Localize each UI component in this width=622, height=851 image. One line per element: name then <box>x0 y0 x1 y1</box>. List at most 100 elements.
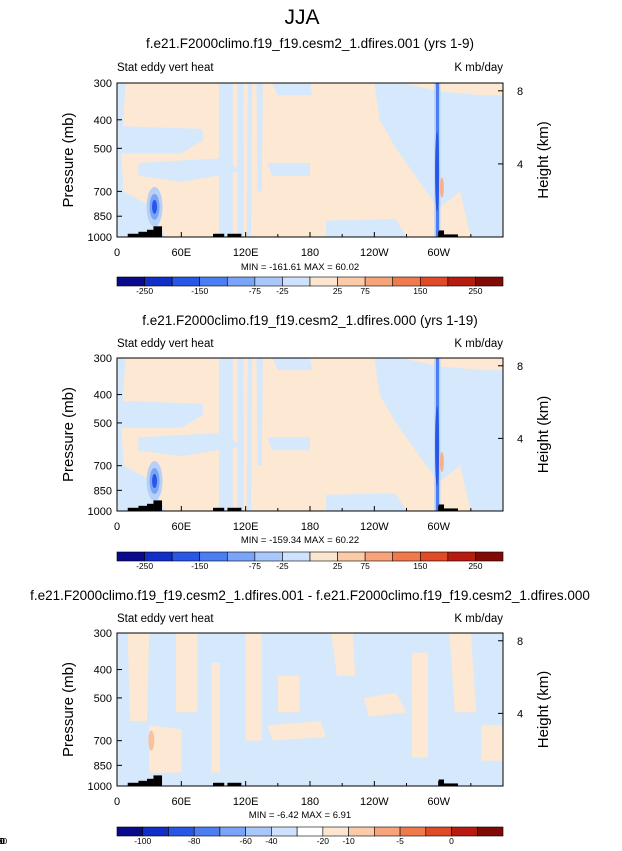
negative-column-core <box>435 406 440 487</box>
negative-region <box>246 358 253 511</box>
colorbar-label: -250 <box>136 286 153 296</box>
colorbar-swatch <box>476 826 504 837</box>
colorbar-swatch <box>419 276 449 287</box>
colorbar-swatch <box>193 826 221 837</box>
colorbar-label: 75 <box>360 561 370 571</box>
colorbar-label: -100 <box>134 836 151 846</box>
colorbar-label: 60 <box>0 836 5 846</box>
orography-block <box>213 233 225 237</box>
colorbar-label: -250 <box>136 561 153 571</box>
colorbar-swatch <box>142 826 169 837</box>
colorbar-swatch <box>337 551 366 562</box>
colorbar-swatch <box>254 276 283 287</box>
negative-region <box>326 219 407 237</box>
orography-block <box>153 775 163 786</box>
negative-region <box>256 358 263 466</box>
orography-block <box>127 507 139 511</box>
orography-block <box>147 229 154 237</box>
chart-panel-3: f.e21.F2000climo.f19_f19.cesm2_1.dfires.… <box>0 588 590 846</box>
orography-block <box>438 230 445 237</box>
colorbar-swatch <box>419 551 449 562</box>
positive-region <box>211 663 220 773</box>
colorbar-swatch <box>282 276 311 287</box>
positive-region <box>363 692 407 717</box>
colorbar-swatch <box>392 551 421 562</box>
negative-region <box>272 358 313 371</box>
orography-block <box>138 505 148 511</box>
colorbar-label: 150 <box>413 286 427 296</box>
colorbar-swatch <box>144 551 173 562</box>
negative-region <box>272 83 313 96</box>
colorbar-label: 20 <box>0 836 5 846</box>
colorbar-label: -25 <box>276 561 289 571</box>
x-tick-label: 120W <box>360 247 389 259</box>
y-tick-label: 300 <box>94 628 112 640</box>
colorbar-label: 250 <box>468 561 482 571</box>
y-tick-label: 1000 <box>88 232 112 244</box>
colorbar-swatch <box>364 551 394 562</box>
x-tick-label: 120W <box>360 796 389 808</box>
x-tick-label: 60E <box>172 796 192 808</box>
y-tick-label: 500 <box>94 418 112 430</box>
y-tick-label: 700 <box>94 736 112 748</box>
y-axis-title: Pressure (mb) <box>60 662 77 757</box>
negative-core-inner <box>152 199 158 214</box>
positive-region <box>175 633 198 713</box>
x-tick-label: 60W <box>427 521 450 533</box>
negative-region <box>246 83 253 237</box>
y-right-tick-label: 8 <box>517 361 523 373</box>
y-tick-label: 500 <box>94 693 112 705</box>
positive-patch <box>439 177 444 198</box>
colorbar-swatch <box>282 551 311 562</box>
chart-left-label: Stat eddy vert heat <box>117 338 214 350</box>
negative-region <box>117 358 166 511</box>
colorbar-swatch <box>254 551 283 562</box>
x-tick-label: 180 <box>301 521 319 533</box>
chart-title: f.e21.F2000climo.f19_f19.cesm2_1.dfires.… <box>142 313 477 328</box>
colorbar-swatch <box>171 276 201 287</box>
positive-region <box>149 725 182 773</box>
positive-region <box>331 633 356 676</box>
positive-core <box>148 730 155 751</box>
colorbar-swatch <box>364 276 394 287</box>
chart-title: f.e21.F2000climo.f19_f19.cesm2_1.dfires.… <box>30 588 590 603</box>
colorbar-swatch <box>168 826 195 837</box>
orography-block <box>147 778 154 786</box>
x-tick-label: 120E <box>233 521 259 533</box>
chart-field <box>117 633 503 786</box>
colorbar-label: -75 <box>249 286 262 296</box>
colorbar-swatch <box>245 826 272 837</box>
y-tick-label: 400 <box>94 665 112 677</box>
x-tick-label: 180 <box>301 247 319 259</box>
y-tick-label: 1000 <box>88 781 112 793</box>
chart-panel-1: f.e21.F2000climo.f19_f19.cesm2_1.dfires.… <box>60 36 552 296</box>
positive-region <box>481 725 503 761</box>
orography-block <box>127 782 139 786</box>
orography-block <box>227 782 242 786</box>
colorbar-swatch <box>116 826 144 837</box>
y-axis-title: Pressure (mb) <box>60 387 77 482</box>
colorbar-swatch <box>309 276 338 287</box>
colorbar-label: 5 <box>0 836 3 846</box>
positive-region <box>127 633 150 722</box>
orography-block <box>227 233 242 237</box>
x-tick-label: 120E <box>233 796 259 808</box>
colorbar-swatch <box>271 826 298 837</box>
colorbar-swatch <box>116 551 145 562</box>
chart-field <box>117 358 503 511</box>
y-tick-label: 700 <box>94 186 112 198</box>
colorbar-label: 25 <box>333 561 343 571</box>
colorbar-swatch <box>226 276 256 287</box>
chart-right-label: K mb/day <box>454 338 503 350</box>
x-tick-label: 60E <box>172 247 192 259</box>
colorbar-swatch <box>392 276 421 287</box>
y-right-tick-label: 4 <box>517 159 523 171</box>
colorbar-swatch <box>475 551 504 562</box>
y-tick-label: 500 <box>94 143 112 155</box>
colorbar-label: 80 <box>0 836 5 846</box>
negative-core-inner <box>152 474 158 489</box>
colorbar-swatch <box>199 551 228 562</box>
orography-block <box>444 508 458 511</box>
y-tick-label: 300 <box>94 78 112 90</box>
negative-region <box>237 358 244 511</box>
